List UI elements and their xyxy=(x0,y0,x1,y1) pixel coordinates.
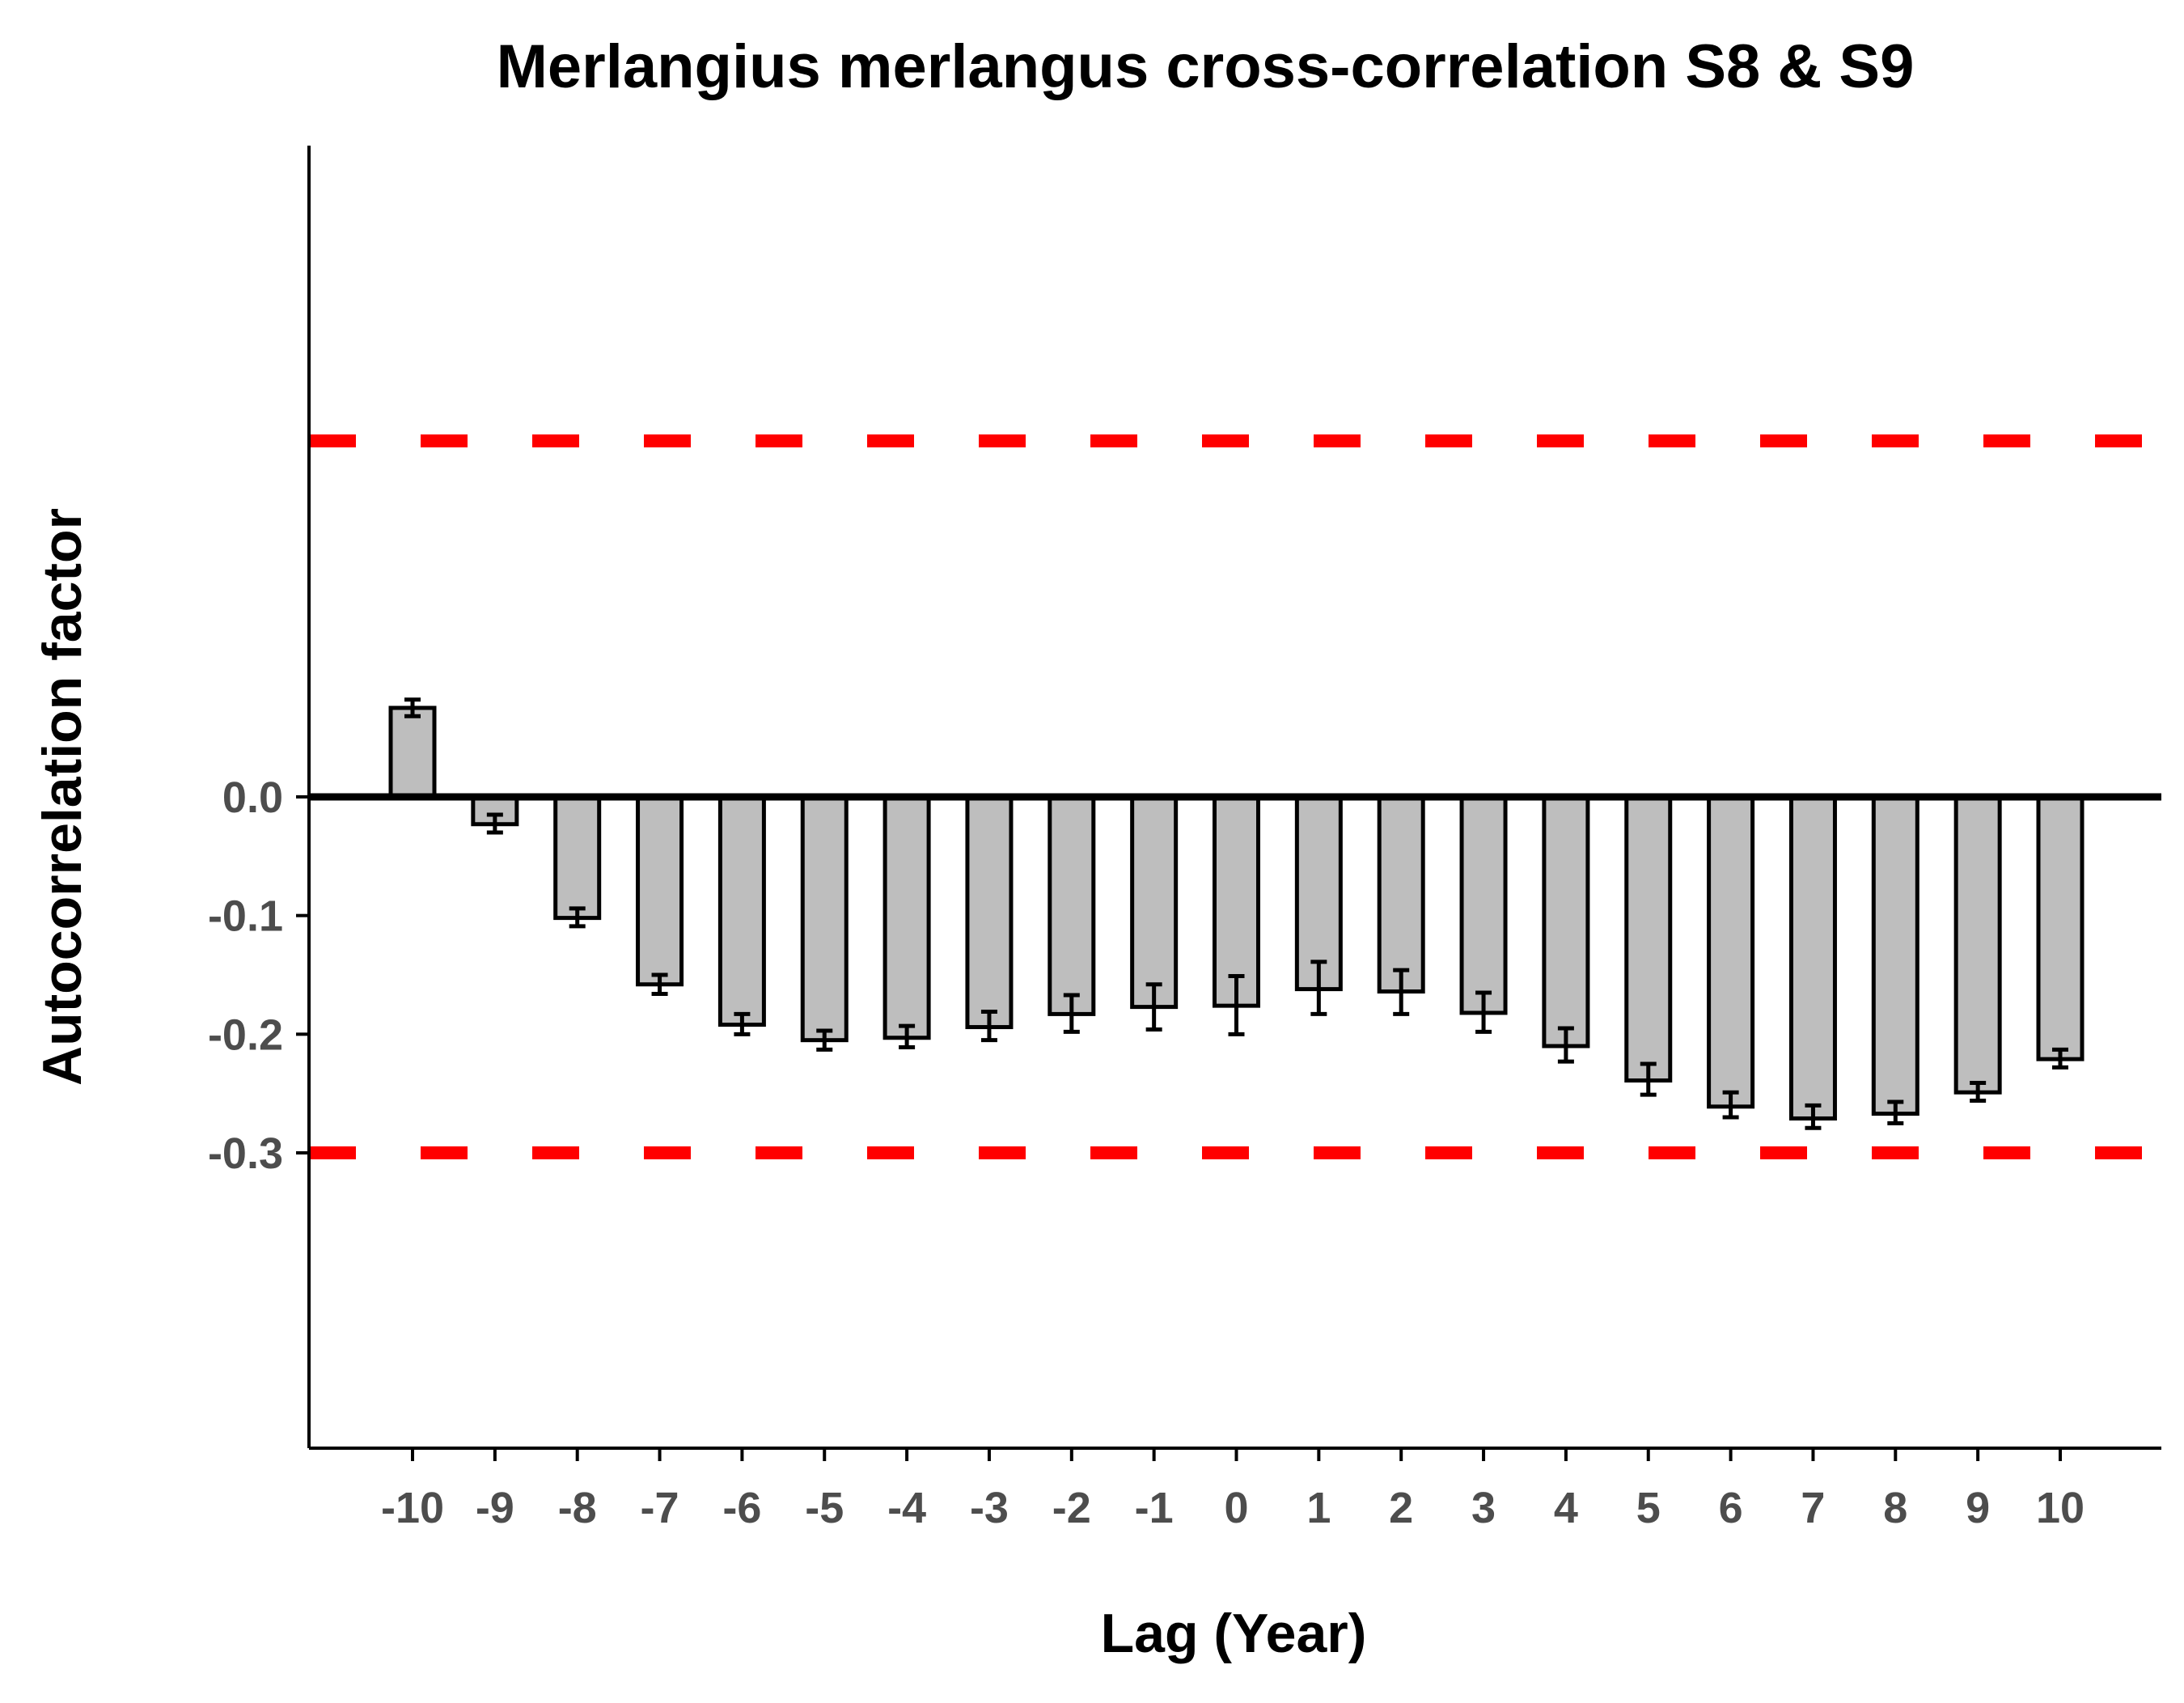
x-tick-label: -1 xyxy=(1135,1484,1174,1532)
bar xyxy=(1213,794,1260,1008)
x-tick-label: -8 xyxy=(558,1484,597,1532)
y-tick-label: -0.3 xyxy=(208,1129,283,1178)
bar xyxy=(388,705,437,799)
y-tick-label: -0.2 xyxy=(208,1010,283,1059)
bar xyxy=(1624,794,1673,1083)
bar xyxy=(553,794,602,921)
bar xyxy=(1130,794,1179,1010)
bar xyxy=(1542,794,1590,1048)
x-tick-label: 6 xyxy=(1719,1484,1743,1532)
x-tick-label: 5 xyxy=(1636,1484,1661,1532)
x-tick-label: 3 xyxy=(1471,1484,1496,1532)
bar xyxy=(2036,794,2085,1061)
x-tick-label: 10 xyxy=(2036,1484,2085,1532)
bar xyxy=(965,794,1014,1030)
x-tick-label: 4 xyxy=(1554,1484,1578,1532)
x-tick-label: 7 xyxy=(1801,1484,1825,1532)
bar xyxy=(636,794,684,987)
x-tick-label: 1 xyxy=(1306,1484,1331,1532)
x-tick-label: -5 xyxy=(805,1484,844,1532)
x-tick-label: 2 xyxy=(1389,1484,1413,1532)
bar xyxy=(882,794,931,1040)
x-tick-label: 0 xyxy=(1224,1484,1248,1532)
x-tick-label: 8 xyxy=(1883,1484,1907,1532)
bar xyxy=(1707,794,1755,1109)
x-tick-label: -10 xyxy=(381,1484,444,1532)
x-tick-label: -4 xyxy=(887,1484,926,1532)
y-tick-label: 0.0 xyxy=(222,773,283,822)
bar xyxy=(800,794,849,1043)
x-tick-label: -2 xyxy=(1052,1484,1091,1532)
x-axis-title: Lag (Year) xyxy=(1101,1603,1367,1664)
bar xyxy=(1377,794,1425,994)
bar xyxy=(1953,794,2002,1095)
bar xyxy=(717,794,766,1027)
x-tick-label: -9 xyxy=(476,1484,514,1532)
chart-title: Merlangius merlangus cross-correlation S… xyxy=(497,32,1915,101)
y-axis-title: Autocorrelation factor xyxy=(32,508,93,1086)
x-tick-label: -3 xyxy=(970,1484,1009,1532)
x-tick-label: 9 xyxy=(1966,1484,1990,1532)
bar xyxy=(1871,794,1919,1116)
plot-area: -10 -9 -8 -7 -6 -5 -4 -3 -2 -1 0 1 2 3 4 5 6 7 8 9 100.0-0.1… xyxy=(208,146,2161,1532)
bar xyxy=(1459,794,1508,1015)
bar xyxy=(1788,794,1837,1121)
y-tick-label: -0.1 xyxy=(208,892,283,941)
bar xyxy=(1048,794,1096,1016)
x-tick-label: -6 xyxy=(722,1484,761,1532)
x-tick-label: -7 xyxy=(641,1484,679,1532)
